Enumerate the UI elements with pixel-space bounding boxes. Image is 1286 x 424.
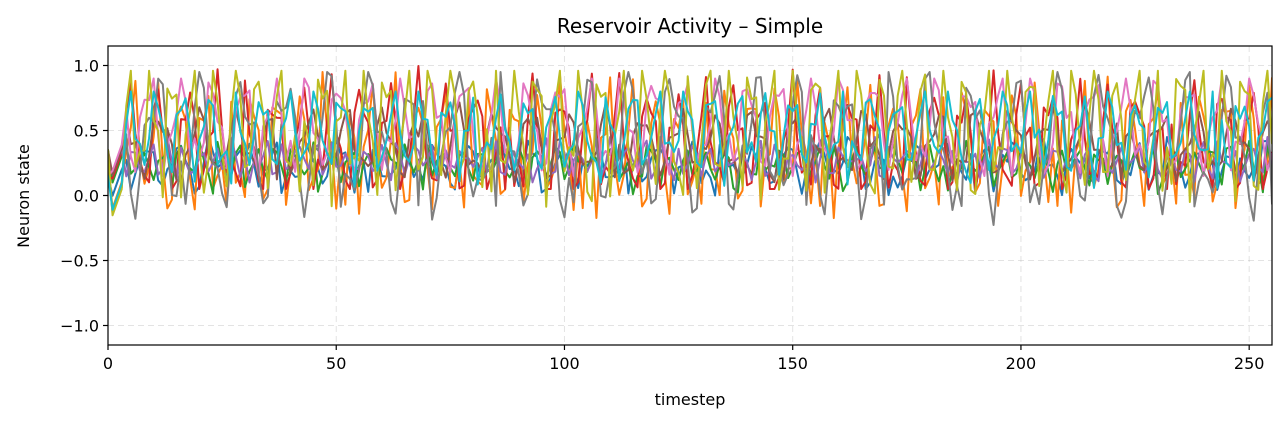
series-line-6 [108, 100, 1272, 184]
series-group [108, 65, 1272, 226]
y-axis-label: Neuron state [14, 144, 33, 248]
y-tick-label: 0.0 [74, 187, 99, 206]
y-axis-ticks: −1.0 −0.5 0.0 0.5 1.0 [60, 57, 108, 336]
x-tick-label: 250 [1234, 354, 1265, 373]
x-axis-ticks: 0 50 100 150 200 250 [103, 345, 1265, 373]
y-tick-label: −1.0 [60, 317, 99, 336]
x-axis-label: timestep [655, 390, 726, 409]
y-tick-label: 1.0 [74, 57, 99, 76]
x-tick-label: 150 [777, 354, 808, 373]
y-tick-label: 0.5 [74, 122, 99, 141]
x-tick-label: 200 [1006, 354, 1037, 373]
x-tick-label: 50 [326, 354, 346, 373]
series-line-10 [108, 90, 1272, 211]
x-tick-label: 0 [103, 354, 113, 373]
x-tick-label: 100 [549, 354, 580, 373]
series-line-8 [108, 71, 1272, 226]
chart-title: Reservoir Activity – Simple [557, 14, 823, 38]
y-tick-label: −0.5 [60, 252, 99, 271]
